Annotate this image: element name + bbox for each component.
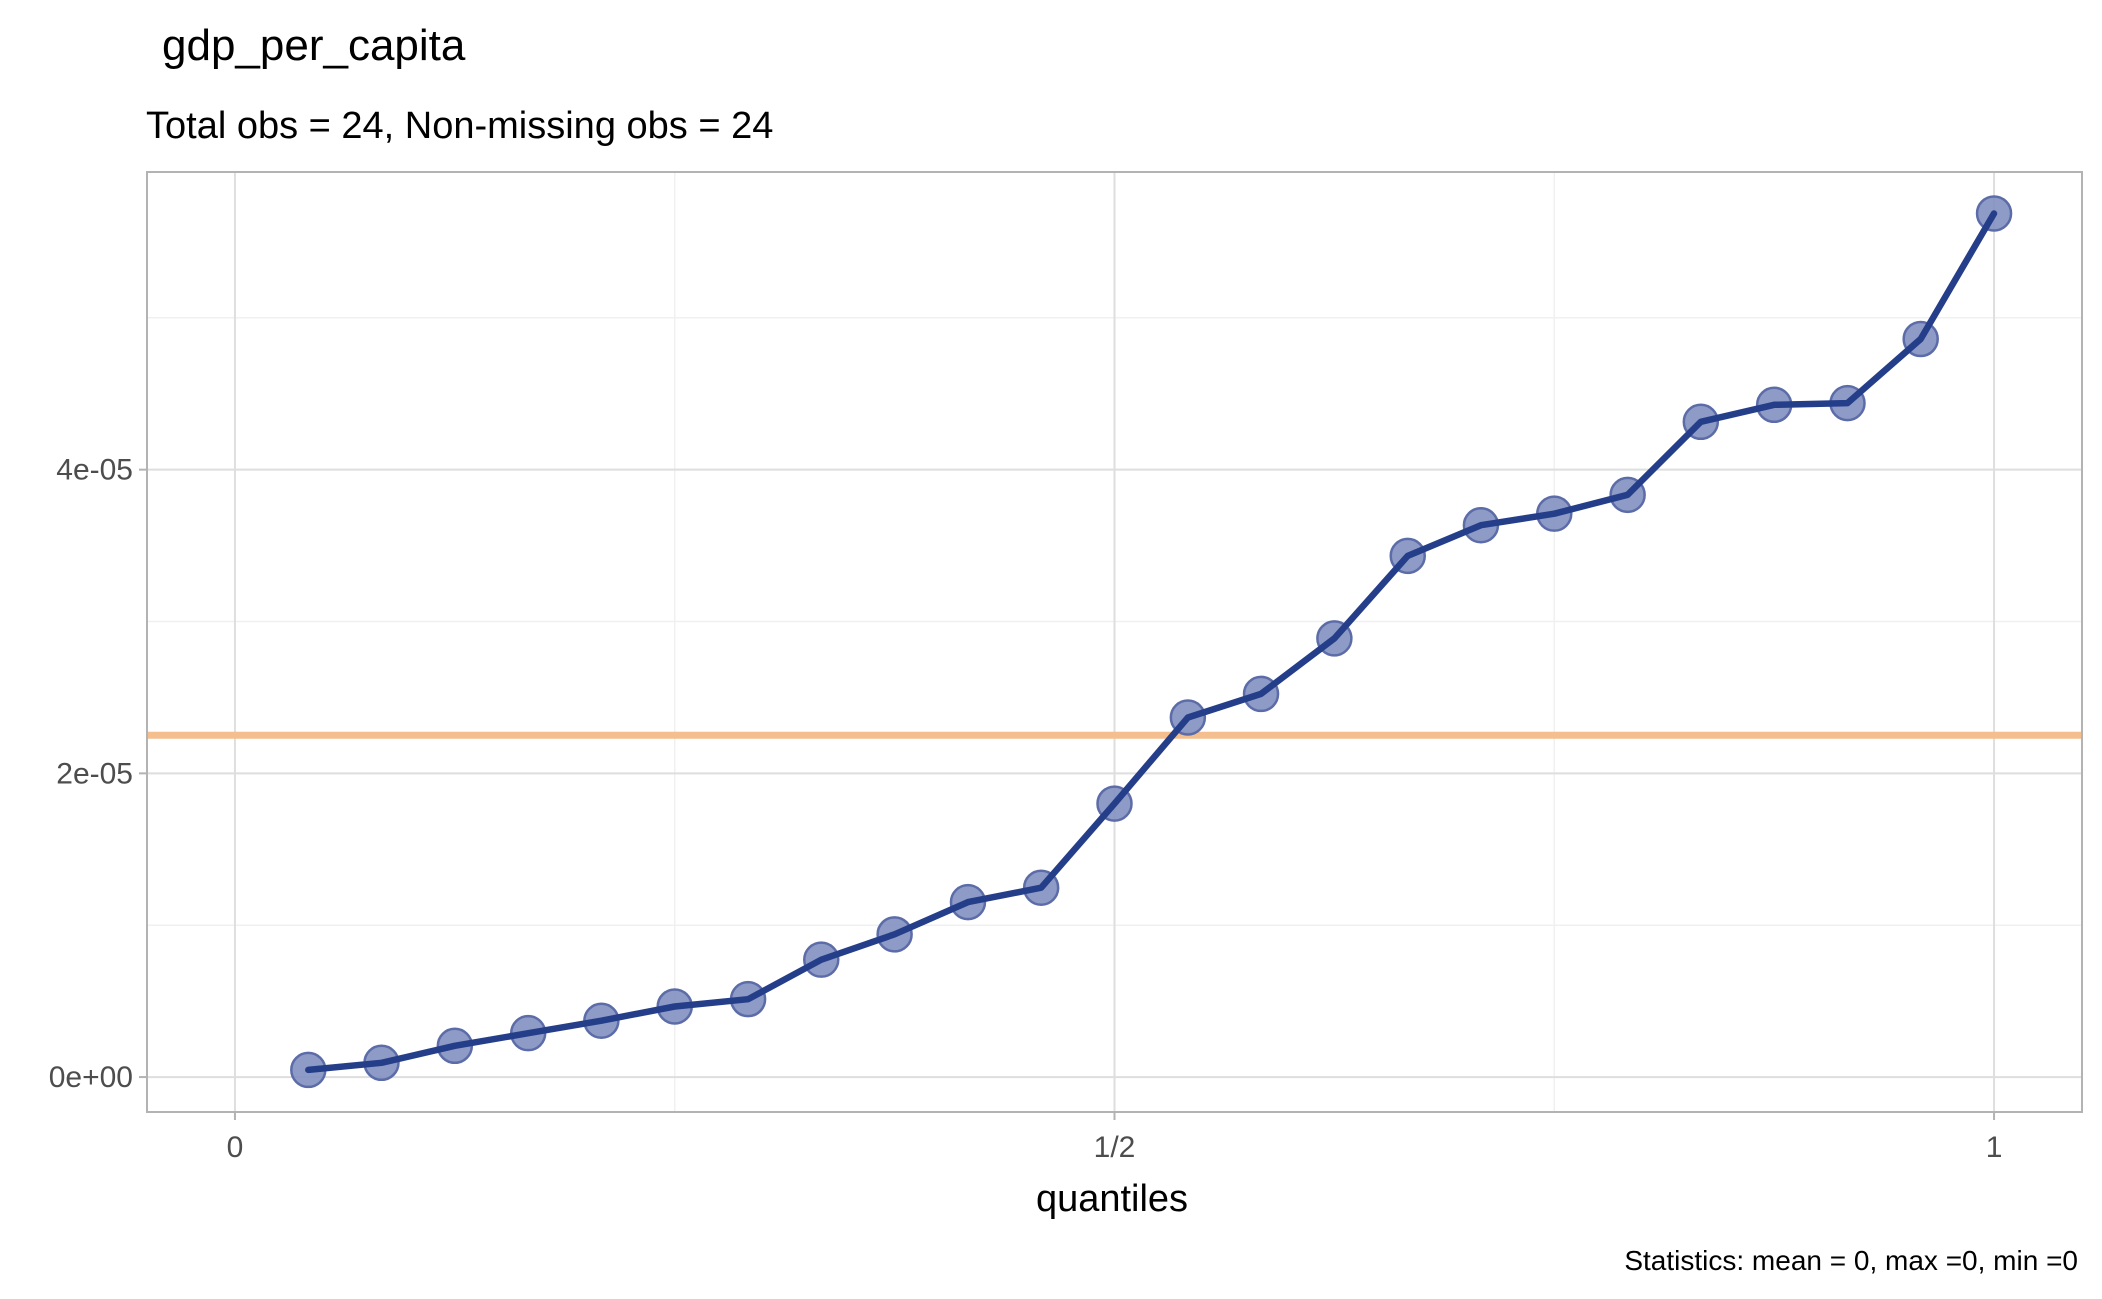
series-line xyxy=(305,210,1998,1074)
chart-title: gdp_per_capita xyxy=(162,21,466,70)
x-tick-label: 1/2 xyxy=(1094,1131,1136,1164)
y-tick-label: 2e-05 xyxy=(56,757,133,790)
series-layer xyxy=(290,195,2013,1089)
y-tick-label: 0e+00 xyxy=(49,1061,133,1094)
x-axis-ticks: 0 1/2 1 xyxy=(227,1112,2003,1164)
chart-subtitle: Total obs = 24, Non-missing obs = 24 xyxy=(146,105,773,147)
y-axis-ticks: 0e+00 2e-05 4e-05 xyxy=(49,454,147,1094)
x-axis-label: quantiles xyxy=(1036,1178,1188,1220)
x-tick-label: 0 xyxy=(227,1131,244,1164)
y-tick-label: 4e-05 xyxy=(56,454,133,487)
chart-caption: Statistics: mean = 0, max =0, min =0 xyxy=(1624,1245,2078,1276)
gridlines xyxy=(147,172,2082,1112)
x-tick-label: 1 xyxy=(1986,1131,2003,1164)
